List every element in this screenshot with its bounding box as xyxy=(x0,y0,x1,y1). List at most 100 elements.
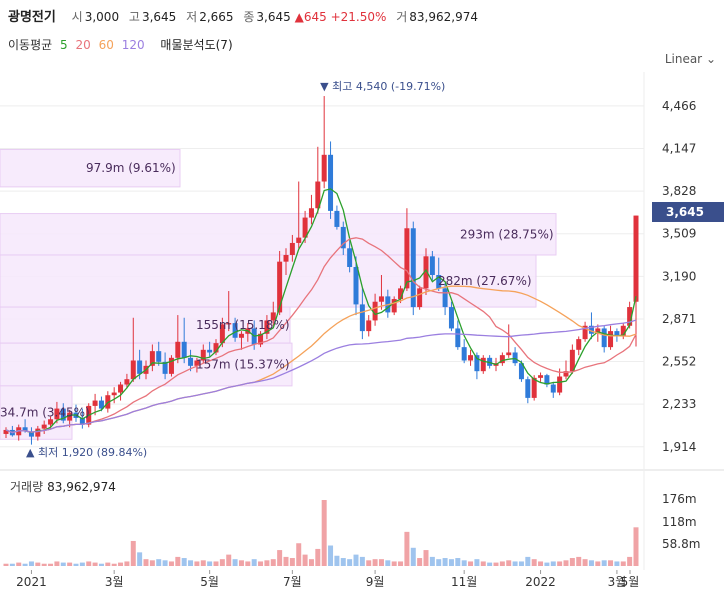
volume-profile-band xyxy=(0,148,181,188)
volume-bar xyxy=(372,559,378,566)
volume-bar xyxy=(188,560,194,566)
ma-period-120[interactable]: 120 xyxy=(121,38,145,52)
volume-panel-label: 거래량 xyxy=(10,480,44,494)
volume-bar xyxy=(595,561,601,566)
volume-bar xyxy=(41,563,47,566)
volume-bar xyxy=(518,561,524,566)
candle-body xyxy=(347,248,353,267)
ma-period-20[interactable]: 20 xyxy=(75,38,91,52)
chevron-down-icon: ⌄ xyxy=(705,52,716,66)
x-tick-label: 9월 xyxy=(366,575,385,589)
ma-period-60[interactable]: 60 xyxy=(98,38,114,52)
volume-bar xyxy=(137,552,143,566)
volume-bar xyxy=(340,558,346,566)
candle-body xyxy=(576,339,582,350)
candle-body xyxy=(188,357,194,366)
candle-body xyxy=(315,181,321,209)
candle-body xyxy=(627,307,633,326)
y-tick-label: 4,147 xyxy=(662,142,696,156)
candle-body xyxy=(468,355,474,361)
volume-bar xyxy=(16,562,22,566)
candle-body xyxy=(302,217,308,238)
low-value: 2,665 xyxy=(199,10,234,24)
candle-body xyxy=(232,323,238,338)
candle-body xyxy=(455,328,461,348)
volume-bar xyxy=(67,562,73,566)
candle-body xyxy=(264,320,270,334)
volume-bar xyxy=(576,556,582,566)
candle-body xyxy=(614,331,620,337)
volume-bar xyxy=(531,559,537,566)
candle-body xyxy=(557,376,563,393)
candle-body xyxy=(398,288,404,300)
volume-bar xyxy=(149,560,155,566)
candle-body xyxy=(92,400,98,406)
x-tick-label: 5월 xyxy=(621,575,640,589)
candle-body xyxy=(328,154,334,211)
candle-body xyxy=(238,333,244,338)
volume-bar xyxy=(493,562,499,566)
candle-body xyxy=(442,288,448,308)
x-tick-label: 5월 xyxy=(200,575,219,589)
volume-bar xyxy=(92,562,98,566)
volume-profile-label: 34.7m (3.45%) xyxy=(0,406,90,420)
candle-body xyxy=(525,379,531,398)
candle-body xyxy=(334,210,340,227)
y-tick-label: 3,828 xyxy=(662,184,696,198)
candle-body xyxy=(137,360,143,374)
volume-bar xyxy=(283,556,289,566)
candle-body xyxy=(226,323,232,325)
volume-bar xyxy=(124,561,130,566)
candle-body xyxy=(487,357,493,366)
y-tick-label: 3,509 xyxy=(662,227,696,241)
volume-bar xyxy=(54,561,60,566)
volume-bar xyxy=(270,559,276,566)
candle-body xyxy=(118,384,124,393)
y-tick-label: 2,233 xyxy=(662,397,696,411)
candle-body xyxy=(149,351,155,366)
volume-bar xyxy=(410,547,416,566)
volume-bar xyxy=(461,560,467,566)
volume-bar xyxy=(588,560,594,566)
candle-body xyxy=(67,412,73,421)
candle-body xyxy=(200,349,206,361)
stock-name[interactable]: 광명전기 xyxy=(8,10,56,25)
y-tick-label: 3,190 xyxy=(662,269,696,283)
volume-bar xyxy=(156,559,162,566)
volume-bar xyxy=(378,559,384,566)
candle-body xyxy=(35,428,41,437)
volume-bar xyxy=(111,563,117,566)
volume-bar xyxy=(28,561,34,566)
volume-profile-label: 282m (27.67%) xyxy=(438,274,532,288)
volume-bar xyxy=(557,561,563,566)
y-tick-label: 2,552 xyxy=(662,355,696,369)
close-value: 3,645 xyxy=(256,10,291,24)
moving-average-label[interactable]: 이동평균 xyxy=(8,38,53,52)
candle-body xyxy=(550,384,556,393)
volume-bar xyxy=(213,561,219,566)
volume-bar xyxy=(398,561,404,566)
volume-bar xyxy=(277,550,283,566)
volume-bar xyxy=(627,556,633,566)
candle-body xyxy=(124,379,130,385)
volume-profile-label: 157m (15.37%) xyxy=(196,358,290,372)
ma-period-5[interactable]: 5 xyxy=(60,38,68,52)
volume-bar xyxy=(468,561,474,566)
volume-bar xyxy=(448,559,454,566)
volume-profile-toggle[interactable]: 매물분석도(7) xyxy=(160,38,233,52)
volume-bar xyxy=(608,560,614,566)
low-label: 저 xyxy=(186,10,198,24)
volume-bar xyxy=(512,561,518,566)
change-value: ▲645 xyxy=(294,10,327,24)
scale-mode-dropdown[interactable]: Linear ⌄ xyxy=(665,52,716,66)
volume-bar xyxy=(506,560,512,566)
candle-body xyxy=(213,343,219,353)
volume-bar xyxy=(143,559,149,566)
volume-profile-label: 155m (15.18%) xyxy=(196,318,290,332)
candle-body xyxy=(289,242,295,255)
volume-bar xyxy=(105,562,111,566)
candle-body xyxy=(340,226,346,249)
volume-bar xyxy=(359,556,365,566)
volume-label: 거 xyxy=(396,10,408,24)
